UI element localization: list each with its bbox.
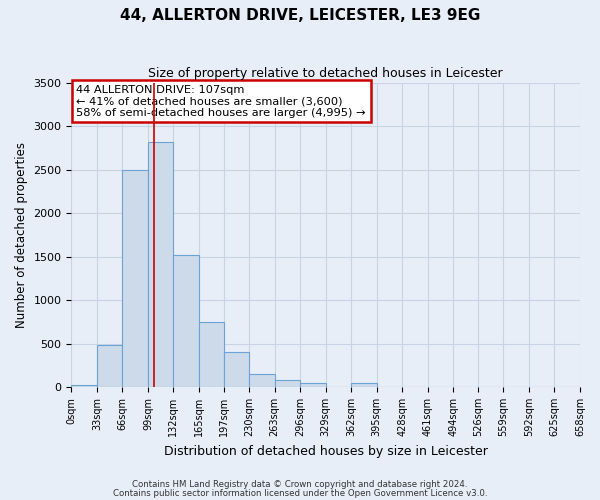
- X-axis label: Distribution of detached houses by size in Leicester: Distribution of detached houses by size …: [164, 444, 488, 458]
- Bar: [199, 322, 224, 387]
- Text: Contains HM Land Registry data © Crown copyright and database right 2024.: Contains HM Land Registry data © Crown c…: [132, 480, 468, 489]
- Bar: [71, 386, 97, 387]
- Bar: [351, 382, 377, 387]
- Text: Contains public sector information licensed under the Open Government Licence v3: Contains public sector information licen…: [113, 488, 487, 498]
- Bar: [148, 142, 173, 387]
- Title: Size of property relative to detached houses in Leicester: Size of property relative to detached ho…: [148, 68, 503, 80]
- Bar: [173, 255, 199, 387]
- Text: 44 ALLERTON DRIVE: 107sqm
← 41% of detached houses are smaller (3,600)
58% of se: 44 ALLERTON DRIVE: 107sqm ← 41% of detac…: [76, 84, 366, 118]
- Bar: [275, 380, 300, 387]
- Bar: [224, 352, 249, 387]
- Bar: [249, 374, 275, 387]
- Y-axis label: Number of detached properties: Number of detached properties: [15, 142, 28, 328]
- Bar: [122, 170, 148, 387]
- Bar: [97, 346, 122, 387]
- Text: 44, ALLERTON DRIVE, LEICESTER, LE3 9EG: 44, ALLERTON DRIVE, LEICESTER, LE3 9EG: [120, 8, 480, 22]
- Bar: [300, 382, 326, 387]
